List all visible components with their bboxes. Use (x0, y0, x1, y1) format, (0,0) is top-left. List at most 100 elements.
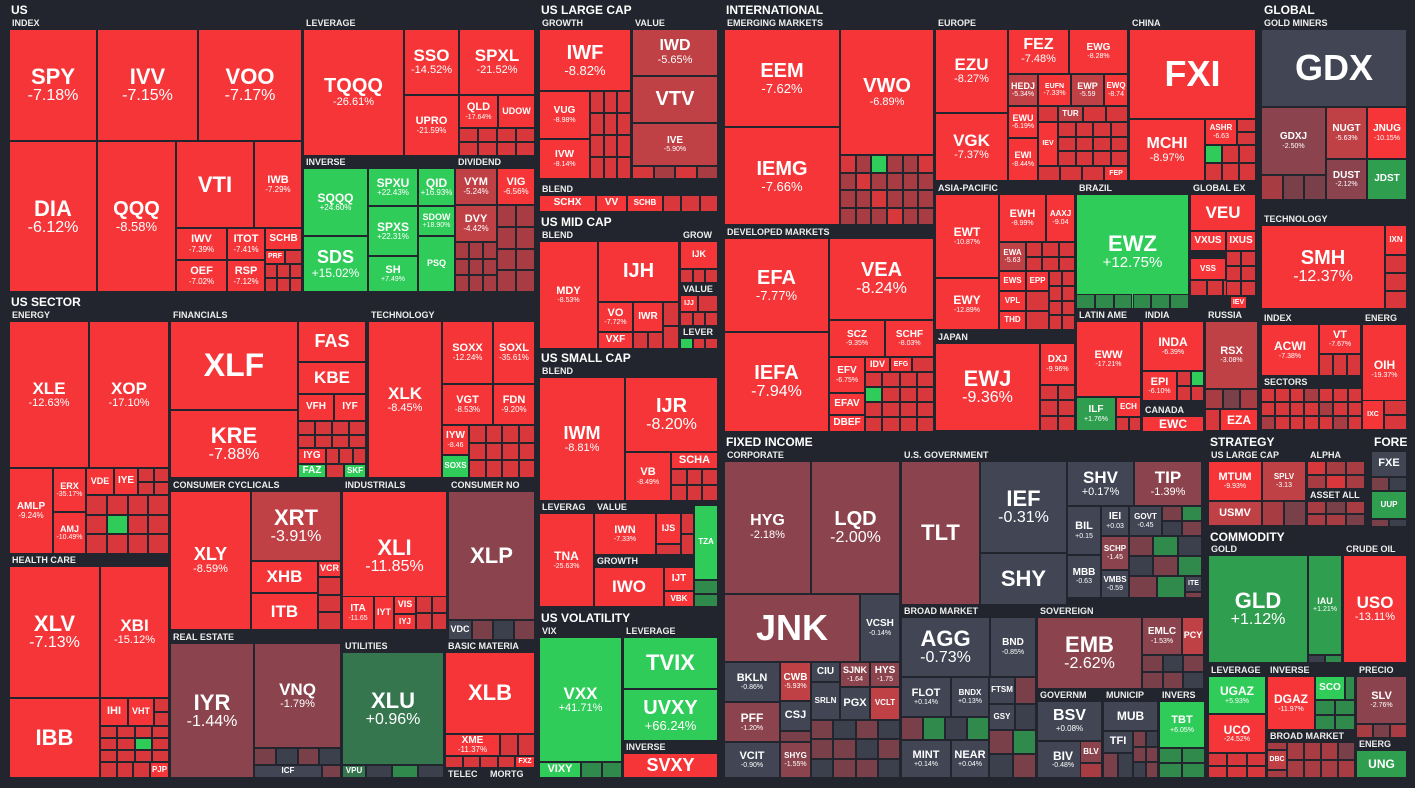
etf-tile[interactable]: FTSM (989, 677, 1015, 704)
small-etf-tile[interactable] (117, 750, 135, 762)
small-etf-tile[interactable] (1159, 748, 1182, 763)
small-etf-tile[interactable] (277, 264, 290, 278)
etf-tile[interactable]: SHV +0.17% (1067, 461, 1134, 506)
small-etf-tile[interactable] (1237, 132, 1256, 145)
small-etf-tile[interactable] (855, 190, 872, 208)
small-etf-tile[interactable] (1206, 280, 1223, 296)
small-etf-tile[interactable] (1333, 388, 1348, 402)
small-etf-tile[interactable] (671, 469, 687, 485)
small-etf-tile[interactable] (497, 142, 516, 156)
small-etf-tile[interactable] (265, 278, 278, 292)
etf-tile[interactable]: DBC (1267, 750, 1287, 770)
small-etf-tile[interactable] (1093, 122, 1111, 137)
etf-tile[interactable]: IXC (1362, 400, 1384, 430)
small-etf-tile[interactable] (1062, 271, 1075, 286)
etf-tile[interactable]: EWS (999, 271, 1026, 291)
small-etf-tile[interactable] (833, 720, 856, 740)
small-etf-tile[interactable] (1304, 416, 1319, 430)
small-etf-tile[interactable] (106, 495, 128, 515)
small-etf-tile[interactable] (416, 613, 432, 630)
small-etf-tile[interactable] (1094, 294, 1114, 309)
small-etf-tile[interactable] (497, 205, 516, 227)
small-etf-tile[interactable] (349, 434, 366, 448)
etf-tile[interactable]: GOVT -0.45 (1129, 506, 1162, 536)
etf-tile[interactable]: SCHX (539, 195, 596, 212)
small-etf-tile[interactable] (912, 357, 934, 372)
etf-tile[interactable]: ECH (1116, 397, 1141, 417)
small-etf-tile[interactable] (148, 514, 169, 535)
small-etf-tile[interactable] (811, 720, 834, 740)
etf-tile[interactable]: XLE -12.63% (9, 321, 89, 468)
etf-tile[interactable]: BSV +0.08% (1037, 701, 1102, 741)
etf-tile[interactable]: TFI (1103, 731, 1133, 753)
small-etf-tile[interactable] (127, 514, 149, 535)
etf-tile[interactable]: AAXJ -9.04 (1046, 194, 1075, 242)
etf-tile[interactable]: SKF (344, 464, 366, 478)
etf-tile[interactable]: ACWI -7.38% (1261, 324, 1319, 376)
small-etf-tile[interactable] (902, 155, 919, 173)
small-etf-tile[interactable] (1345, 475, 1365, 489)
etf-tile[interactable]: SCHP -1.45 (1101, 536, 1129, 570)
small-etf-tile[interactable] (1058, 242, 1075, 257)
small-etf-tile[interactable] (916, 372, 934, 387)
small-etf-tile[interactable] (1275, 388, 1290, 402)
small-etf-tile[interactable] (603, 135, 618, 157)
etf-tile[interactable]: ICF (254, 765, 322, 778)
etf-tile[interactable]: THD (999, 311, 1026, 330)
etf-tile[interactable]: EWQ -8.74 (1104, 74, 1128, 106)
small-etf-tile[interactable] (332, 434, 349, 448)
etf-tile[interactable]: XLU +0.96% (342, 652, 444, 765)
small-etf-tile[interactable] (840, 172, 856, 190)
small-etf-tile[interactable] (297, 748, 320, 765)
small-etf-tile[interactable] (322, 765, 341, 778)
etf-tile[interactable]: FXZ (515, 756, 535, 768)
small-etf-tile[interactable] (514, 620, 535, 640)
etf-tile[interactable]: IEMG -7.66% (724, 127, 840, 225)
small-etf-tile[interactable] (1287, 742, 1304, 760)
small-etf-tile[interactable] (1205, 145, 1222, 163)
small-etf-tile[interactable] (1075, 151, 1093, 166)
small-etf-tile[interactable] (318, 577, 341, 595)
small-etf-tile[interactable] (1304, 760, 1321, 778)
etf-tile[interactable]: EUFN -7.33% (1038, 74, 1071, 106)
etf-tile[interactable]: VBK (664, 591, 694, 607)
etf-tile[interactable]: ITOT -7.41% (227, 228, 265, 260)
small-etf-tile[interactable] (694, 580, 718, 594)
etf-tile[interactable]: IWB -7.29% (254, 141, 302, 228)
small-etf-tile[interactable] (694, 593, 718, 607)
etf-tile[interactable]: DBEF (829, 415, 865, 432)
small-etf-tile[interactable] (882, 402, 900, 417)
small-etf-tile[interactable] (686, 485, 703, 501)
small-etf-tile[interactable] (899, 402, 917, 417)
etf-tile[interactable]: EFA -7.77% (724, 238, 829, 332)
etf-tile[interactable]: QQQ -8.58% (97, 141, 176, 292)
small-etf-tile[interactable] (1075, 136, 1093, 152)
small-etf-tile[interactable] (899, 417, 917, 432)
small-etf-tile[interactable] (1282, 175, 1305, 200)
small-etf-tile[interactable] (1347, 354, 1361, 376)
etf-tile[interactable]: IVE -5.90% (632, 123, 718, 166)
small-etf-tile[interactable] (1118, 753, 1133, 778)
small-etf-tile[interactable] (1227, 753, 1247, 766)
etf-tile[interactable]: SSO -14.52% (404, 29, 459, 95)
small-etf-tile[interactable] (117, 726, 135, 738)
etf-tile[interactable]: VGK -7.37% (935, 113, 1008, 181)
etf-tile[interactable]: SCHF -8.03% (885, 320, 934, 357)
small-etf-tile[interactable] (603, 91, 618, 113)
small-etf-tile[interactable] (1182, 521, 1202, 536)
small-etf-tile[interactable] (855, 758, 878, 778)
small-etf-tile[interactable] (902, 207, 919, 225)
small-etf-tile[interactable] (1338, 742, 1355, 760)
small-etf-tile[interactable] (265, 264, 278, 278)
small-etf-tile[interactable] (899, 387, 917, 402)
etf-tile[interactable]: TIP -1.39% (1134, 461, 1202, 506)
etf-tile[interactable]: SQQQ +24.60% (303, 168, 368, 236)
small-etf-tile[interactable] (1318, 402, 1334, 416)
etf-tile[interactable]: VEU (1190, 194, 1256, 231)
small-etf-tile[interactable] (106, 534, 128, 554)
small-etf-tile[interactable] (617, 91, 631, 113)
etf-tile[interactable]: FAZ (298, 464, 326, 478)
etf-tile[interactable]: GDXJ -2.50% (1261, 107, 1326, 175)
small-etf-tile[interactable] (1246, 765, 1266, 778)
small-etf-tile[interactable] (1315, 715, 1335, 730)
